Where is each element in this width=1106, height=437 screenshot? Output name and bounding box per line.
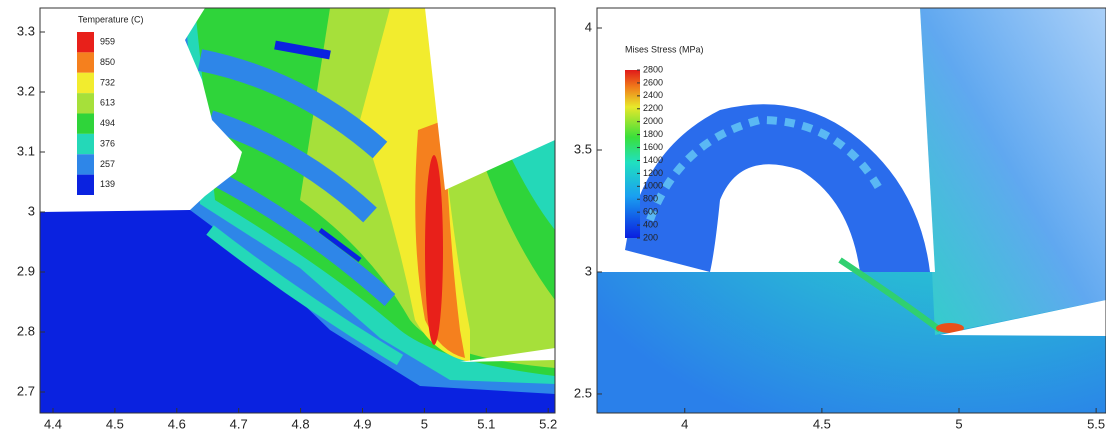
colorbar-label: 600	[643, 207, 658, 217]
y-tick-label: 2.9	[17, 263, 35, 278]
x-tick-label: 5.5	[1087, 416, 1105, 431]
x-tick-label: 4.7	[230, 416, 248, 431]
x-tick-label: 5.2	[539, 416, 557, 431]
colorbar-swatch	[77, 52, 94, 73]
colorbar-title: Temperature (C)	[78, 14, 144, 24]
colorbar-label: 613	[100, 98, 115, 108]
colorbar-label: 959	[100, 37, 115, 47]
y-tick-label: 4	[585, 19, 592, 34]
colorbar-label: 139	[100, 179, 115, 189]
x-tick-label: 5	[955, 416, 962, 431]
x-tick-label: 4.8	[292, 416, 310, 431]
colorbar-swatch	[77, 32, 94, 53]
colorbar-label: 1200	[643, 168, 663, 178]
colorbar-title: Mises Stress (MPa)	[625, 44, 704, 54]
colorbar: Mises Stress (MPa) 2800 2600 2400 2200 2000 18…	[625, 44, 704, 242]
colorbar-label: 2000	[643, 116, 663, 126]
plot-frame	[596, 7, 1106, 414]
y-tick-label: 3	[28, 203, 35, 218]
colorbar-swatch	[77, 133, 94, 155]
colorbar-label: 376	[100, 138, 115, 148]
y-tick-label: 2.7	[17, 383, 35, 398]
colorbar-label: 732	[100, 77, 115, 87]
x-tick-label: 5.1	[477, 416, 495, 431]
x-tick-label: 5	[421, 416, 428, 431]
colorbar: Temperature (C) 959 850 732 613 494 376 257 139	[77, 14, 144, 195]
y-tick-label: 3.2	[17, 83, 35, 98]
colorbar-label: 2200	[643, 103, 663, 113]
y-tick-label: 3	[585, 263, 592, 278]
y-tick-label: 2.5	[574, 385, 592, 400]
colorbar-swatch	[77, 72, 94, 94]
stress-field	[597, 8, 1106, 413]
colorbar-label: 1400	[643, 155, 663, 165]
colorbar-label: 1000	[643, 181, 663, 191]
x-tick-label: 4.4	[44, 416, 62, 431]
colorbar-label: 2400	[643, 90, 663, 100]
colorbar-swatch	[77, 113, 94, 134]
x-tick-label: 4.9	[353, 416, 371, 431]
colorbar-swatch	[77, 174, 94, 195]
y-tick-label: 2.8	[17, 323, 35, 338]
x-tick-label: 4.5	[813, 416, 831, 431]
y-tick-label: 3.5	[574, 141, 592, 156]
y-tick-label: 3.1	[17, 143, 35, 158]
x-tick-label: 4	[681, 416, 688, 431]
colorbar-swatch	[77, 93, 94, 114]
colorbar-label: 494	[100, 118, 115, 128]
colorbar-label: 1600	[643, 142, 663, 152]
plot-frame	[39, 7, 556, 414]
colorbar-label: 400	[643, 219, 658, 229]
x-tick-label: 4.5	[106, 416, 124, 431]
colorbar-label: 200	[643, 232, 658, 242]
x-tick-label: 4.6	[168, 416, 186, 431]
colorbar-bar	[625, 70, 640, 238]
colorbar-label: 1800	[643, 129, 663, 139]
y-tick-label: 3.3	[17, 23, 35, 38]
temperature-field	[40, 8, 555, 413]
colorbar-label: 2600	[643, 77, 663, 87]
colorbar-swatch	[77, 154, 94, 175]
colorbar-label: 257	[100, 159, 115, 169]
colorbar-label: 850	[100, 57, 115, 67]
colorbar-label: 800	[643, 194, 658, 204]
colorbar-label: 2800	[643, 64, 663, 74]
